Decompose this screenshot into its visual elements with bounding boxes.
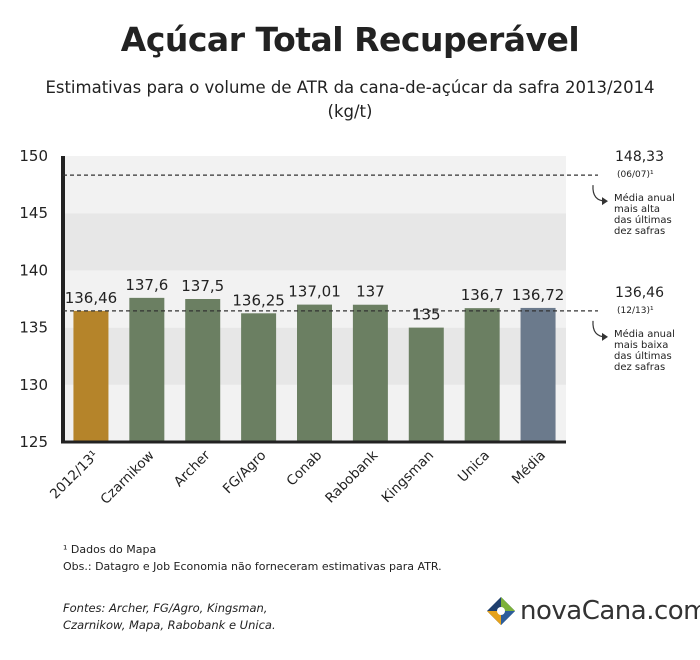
bar-chart: 125 130 135 140 145 150 136,46 2012/13¹ 137,6 Cza… [19, 147, 675, 508]
bar-value-label: 137,6 [125, 276, 168, 294]
reference-note-line: dez safras [614, 362, 665, 373]
bar [464, 308, 500, 442]
arrow-head [602, 197, 608, 206]
subtitle-line-2: (kg/t) [327, 102, 373, 121]
y-tick-label: 140 [19, 261, 48, 279]
reference-note-line: das últimas [614, 214, 672, 226]
y-tick-label: 150 [19, 147, 48, 165]
logo-text: novaCana.com [520, 596, 700, 626]
background-band [63, 213, 566, 271]
reference-note-line: das últimas [614, 350, 672, 362]
bar-value-label: 136,7 [461, 286, 504, 304]
bar [185, 299, 221, 442]
x-category-label: Média [509, 448, 549, 488]
observation-note: Obs.: Datagro e Job Economia não fornece… [63, 560, 442, 573]
bar-value-label: 137,5 [181, 277, 224, 295]
reference-date-label: (06/07)¹ [617, 170, 654, 180]
bar-value-label: 136,25 [232, 291, 285, 309]
x-category-label: Unica [455, 448, 493, 486]
bar-value-label: 136,72 [512, 286, 565, 304]
sources: Fontes: Archer, FG/Agro, Kingsman, Czarn… [63, 600, 323, 634]
reference-note-line: mais alta [614, 204, 660, 215]
bar [520, 307, 556, 442]
y-tick-label: 125 [19, 433, 48, 451]
bar [73, 310, 109, 442]
bar-value-label: 137 [356, 283, 385, 301]
logo-icon [487, 597, 515, 625]
arrow-head [602, 332, 608, 341]
x-category-label: Archer [171, 447, 214, 490]
reference-note-line: Média anual [614, 192, 675, 204]
bar [129, 297, 165, 442]
bar-value-label: 137,01 [288, 283, 341, 301]
x-category-label: Conab [284, 448, 326, 490]
sources-line-1: Fontes: Archer, FG/Agro, Kingsman, [63, 601, 268, 615]
bar-value-label: 136,46 [65, 289, 118, 307]
background-band [63, 156, 566, 214]
subtitle-line-1: Estimativas para o volume de ATR da cana… [45, 78, 655, 97]
reference-note-line: Média anual [614, 328, 675, 340]
bar-value-label: 135 [412, 306, 441, 324]
x-category-label: Rabobank [322, 447, 381, 506]
y-tick-label: 135 [19, 319, 48, 337]
reference-date-label: (12/13)¹ [617, 306, 654, 316]
bar [297, 304, 332, 442]
y-tick-label: 130 [19, 376, 48, 394]
x-category-label: 2012/13¹ [47, 448, 102, 503]
chart-title: Açúcar Total Recuperável [120, 20, 580, 59]
bar [352, 304, 388, 442]
x-category-label: FG/Agro [220, 448, 270, 498]
reference-note-line: mais baixa [614, 340, 668, 351]
reference-value-label: 148,33 [615, 149, 664, 165]
chart-subtitle: Estimativas para o volume de ATR da cana… [40, 76, 660, 124]
reference-note-line: dez safras [614, 226, 665, 237]
novacana-logo: novaCana.com [486, 594, 700, 630]
y-tick-label: 145 [19, 204, 48, 222]
bar [241, 313, 277, 442]
bar [408, 327, 444, 442]
footnote: ¹ Dados do Mapa [63, 543, 157, 556]
reference-value-label: 136,46 [615, 285, 664, 301]
x-category-label: Czarnikow [98, 448, 158, 508]
x-category-label: Kingsman [379, 448, 438, 507]
sources-line-2: Czarnikow, Mapa, Rabobank e Unica. [63, 618, 276, 632]
